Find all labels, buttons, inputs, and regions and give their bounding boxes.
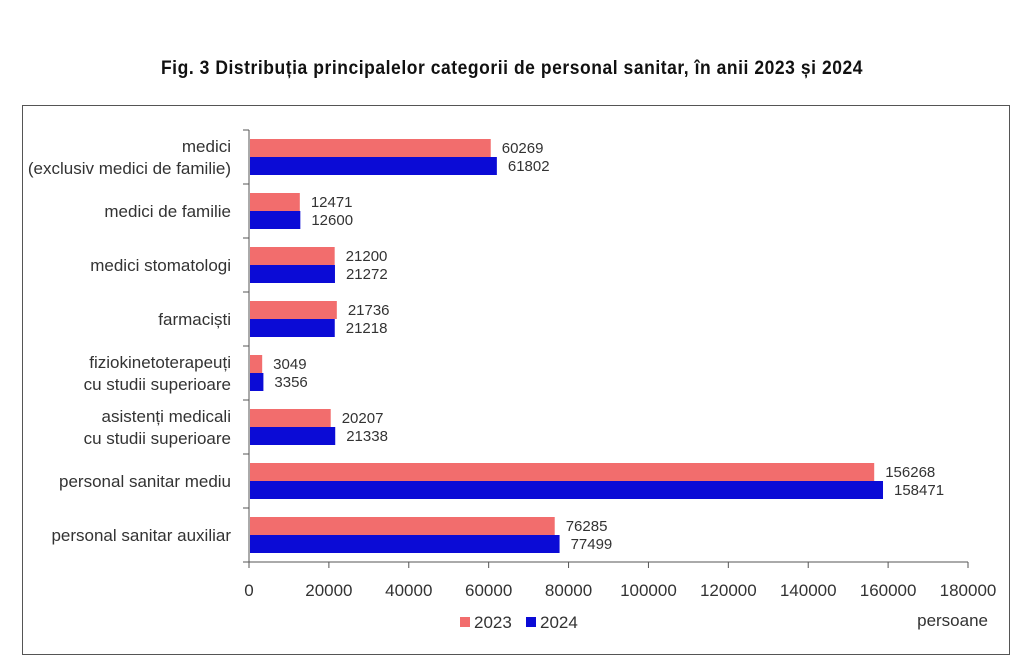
data-label-2024: 21272 [346, 266, 388, 283]
legend-swatch-2024 [526, 617, 536, 627]
data-label-2023: 156268 [885, 464, 935, 481]
data-label-2024: 77499 [571, 536, 613, 553]
data-label-2023: 76285 [566, 518, 608, 535]
data-label-2023: 21200 [346, 248, 388, 265]
category-label: asistenți medicali [102, 407, 231, 426]
bar-2023 [250, 463, 875, 481]
chart-title: Fig. 3 Distribuția principalelor categor… [160, 58, 864, 79]
category-label: farmaciști [158, 310, 231, 329]
bar-2024 [250, 319, 335, 337]
x-tick-label: 40000 [385, 581, 432, 600]
bar-2023 [250, 193, 300, 211]
data-label-2024: 61802 [508, 158, 550, 175]
legend-swatch-2023 [460, 617, 470, 627]
bar-2023 [250, 409, 331, 427]
bar-2024 [250, 481, 884, 499]
bar-2023 [250, 301, 337, 319]
category-label: fiziokinetoterapeuți [89, 353, 231, 372]
x-tick-label: 160000 [860, 581, 917, 600]
bar-2024 [250, 535, 560, 553]
x-tick-label: 60000 [465, 581, 512, 600]
bar-2023 [250, 247, 335, 265]
bar-2024 [250, 373, 264, 391]
bar-2024 [250, 157, 497, 175]
x-tick-label: 100000 [620, 581, 677, 600]
data-label-2023: 20207 [342, 410, 384, 427]
x-tick-label: 140000 [780, 581, 837, 600]
bar-2023 [250, 139, 491, 157]
x-axis-label: persoane [917, 611, 988, 630]
category-label: (exclusiv medici de familie) [28, 159, 231, 178]
category-label: medici [182, 137, 231, 156]
data-label-2023: 12471 [311, 194, 353, 211]
x-tick-label: 20000 [305, 581, 352, 600]
bar-2024 [250, 265, 335, 283]
bar-2023 [250, 517, 555, 535]
bar-2024 [250, 211, 301, 229]
data-label-2023: 60269 [502, 140, 544, 157]
bar-2023 [250, 355, 263, 373]
bar-2024 [250, 427, 336, 445]
chart-frame [22, 105, 1010, 655]
category-label: personal sanitar mediu [59, 472, 231, 491]
category-label: cu studii superioare [84, 375, 231, 394]
category-label: medici de familie [104, 202, 231, 221]
data-label-2024: 21218 [346, 320, 388, 337]
x-tick-label: 120000 [700, 581, 757, 600]
category-label: personal sanitar auxiliar [51, 526, 231, 545]
legend-label-2024: 2024 [540, 613, 578, 632]
data-label-2023: 21736 [348, 302, 390, 319]
x-tick-label: 0 [244, 581, 253, 600]
data-label-2023: 3049 [273, 356, 306, 373]
legend-label-2023: 2023 [474, 613, 512, 632]
category-label: cu studii superioare [84, 429, 231, 448]
data-label-2024: 21338 [346, 428, 388, 445]
data-label-2024: 12600 [311, 212, 353, 229]
category-label: medici stomatologi [90, 256, 231, 275]
x-tick-label: 80000 [545, 581, 592, 600]
data-label-2024: 3356 [274, 374, 307, 391]
data-label-2024: 158471 [894, 482, 944, 499]
x-tick-label: 180000 [940, 581, 997, 600]
